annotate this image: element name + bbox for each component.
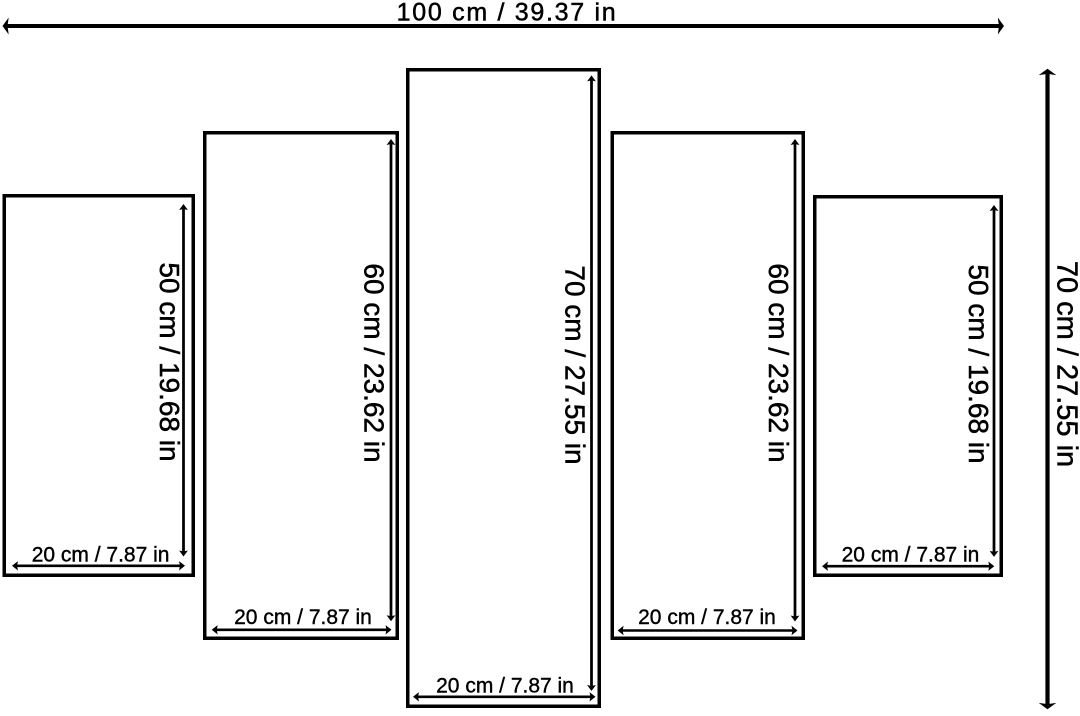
svg-text:50 cm / 19.68 in: 50 cm / 19.68 in (963, 264, 994, 463)
svg-text:100 cm / 39.37 in: 100 cm / 39.37 in (397, 0, 618, 27)
svg-text:60 cm / 23.62 in: 60 cm / 23.62 in (359, 263, 390, 462)
svg-text:20 cm / 7.87 in: 20 cm / 7.87 in (32, 543, 170, 566)
svg-text:70 cm / 27.55 in: 70 cm / 27.55 in (560, 265, 591, 464)
svg-text:50 cm / 19.68 in: 50 cm / 19.68 in (154, 262, 185, 461)
svg-text:20 cm / 7.87 in: 20 cm / 7.87 in (436, 675, 574, 698)
svg-text:20 cm / 7.87 in: 20 cm / 7.87 in (638, 606, 776, 629)
svg-text:20 cm / 7.87 in: 20 cm / 7.87 in (234, 606, 372, 629)
svg-text:70 cm / 27.55 in: 70 cm / 27.55 in (1051, 261, 1080, 467)
svg-text:20 cm / 7.87 in: 20 cm / 7.87 in (842, 543, 980, 566)
svg-text:60 cm / 23.62 in: 60 cm / 23.62 in (763, 263, 794, 462)
